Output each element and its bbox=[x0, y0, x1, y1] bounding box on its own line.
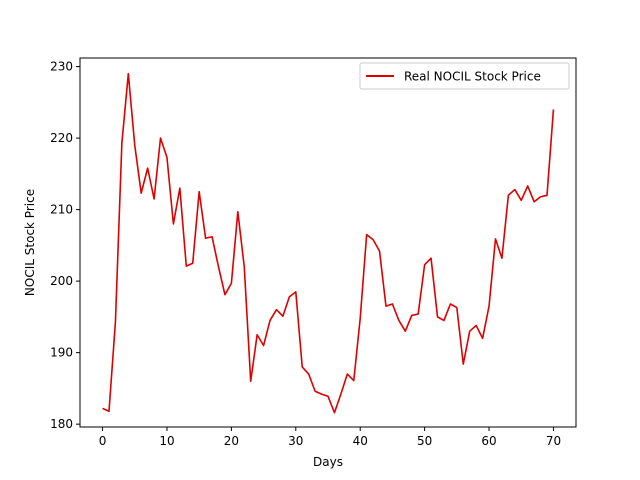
x-tick-label: 10 bbox=[159, 434, 174, 448]
y-tick-label: 180 bbox=[50, 417, 73, 431]
y-axis: 180 190 200 210 220 230 bbox=[50, 60, 80, 431]
x-tick-label: 50 bbox=[417, 434, 432, 448]
legend-entry-label: Real NOCIL Stock Price bbox=[404, 70, 541, 84]
x-tick-label: 20 bbox=[224, 434, 239, 448]
y-tick-label: 230 bbox=[50, 60, 73, 74]
x-axis: 0 10 20 30 40 50 60 70 bbox=[99, 427, 561, 448]
axes-frame bbox=[79, 57, 577, 428]
x-axis-label: Days bbox=[313, 455, 343, 469]
x-tick-label: 0 bbox=[99, 434, 107, 448]
y-tick-label: 200 bbox=[50, 274, 73, 288]
series-line-real-nocil-stock-price bbox=[102, 72, 555, 414]
y-tick-label: 190 bbox=[50, 346, 73, 360]
x-tick-label: 70 bbox=[546, 434, 561, 448]
y-tick-label: 210 bbox=[50, 203, 73, 217]
x-tick-label: 30 bbox=[288, 434, 303, 448]
y-tick-label: 220 bbox=[50, 131, 73, 145]
legend-box bbox=[359, 62, 570, 90]
y-axis-label: NOCIL Stock Price bbox=[23, 189, 37, 296]
legend: Real NOCIL Stock Price bbox=[359, 62, 570, 90]
x-tick-label: 60 bbox=[481, 434, 496, 448]
x-tick-label: 40 bbox=[353, 434, 368, 448]
plot-area bbox=[79, 57, 577, 428]
